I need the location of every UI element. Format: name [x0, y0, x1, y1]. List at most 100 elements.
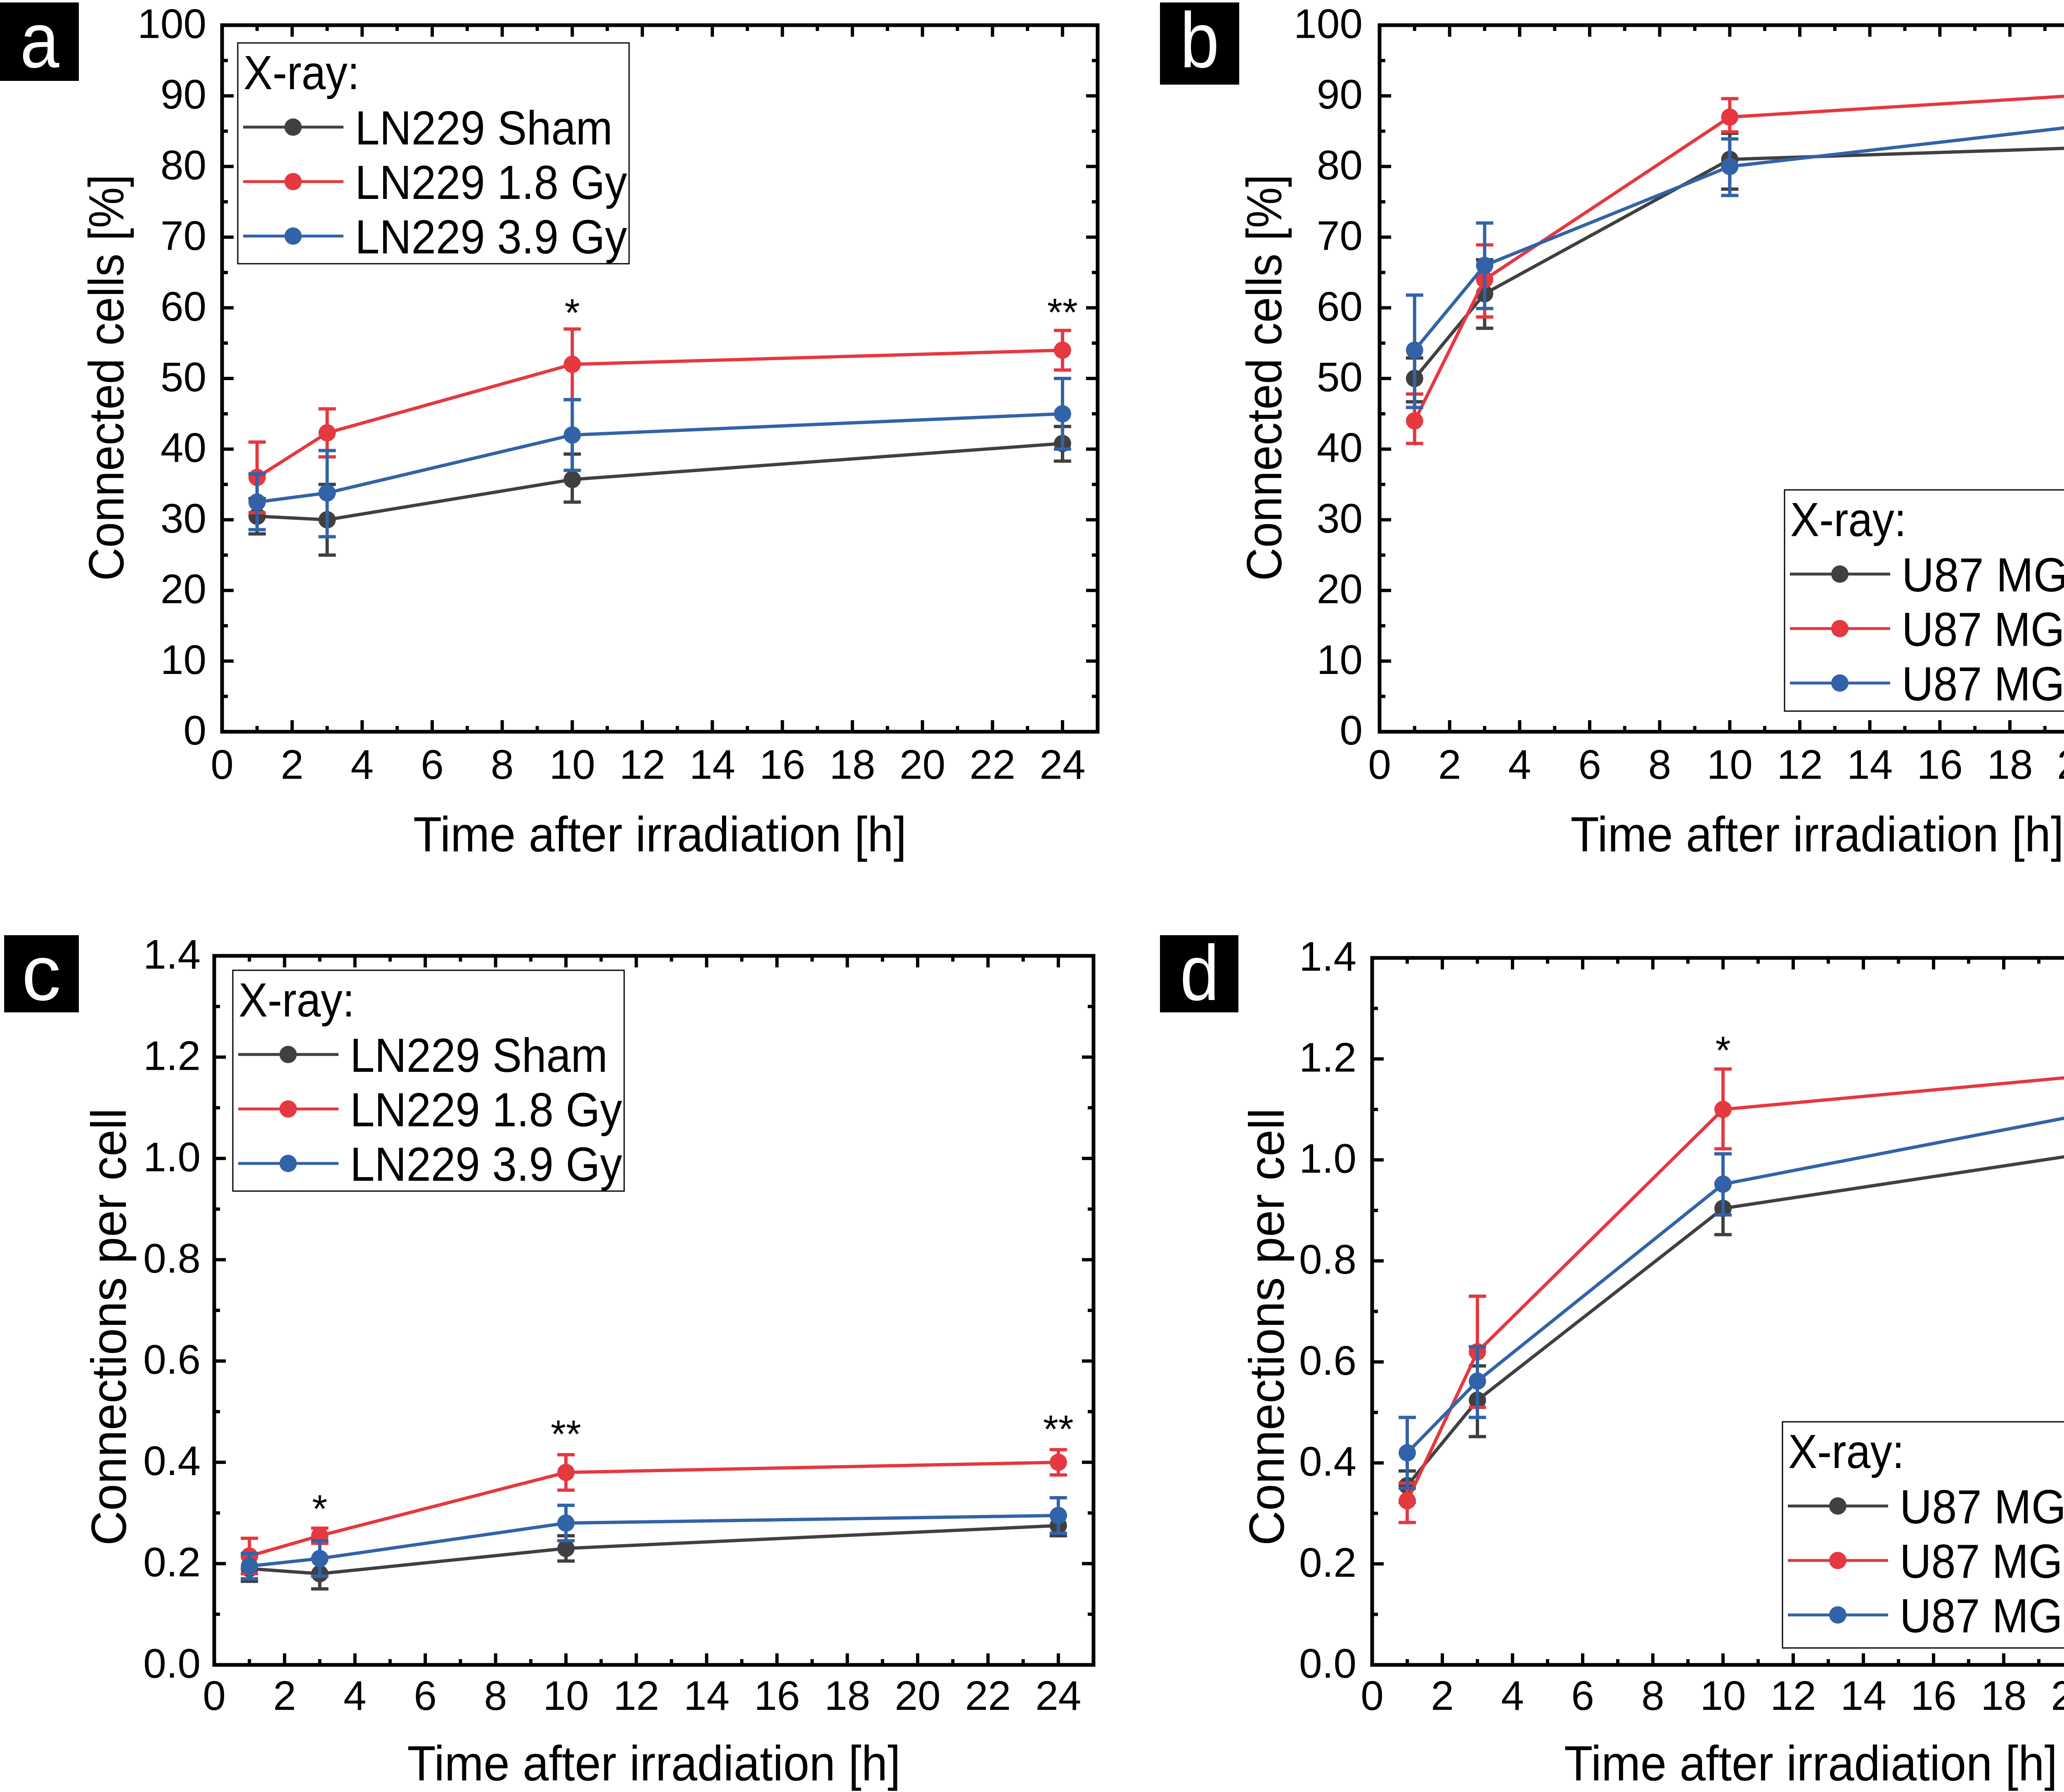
svg-text:1.0: 1.0: [1299, 1135, 1356, 1182]
svg-text:0.2: 0.2: [143, 1539, 201, 1586]
svg-text:90: 90: [1317, 71, 1363, 118]
svg-text:2: 2: [281, 742, 304, 788]
svg-text:0.8: 0.8: [1299, 1236, 1356, 1283]
svg-text:50: 50: [161, 354, 206, 400]
svg-text:8: 8: [1648, 742, 1671, 788]
svg-text:U87 MG Sham: U87 MG Sham: [1902, 548, 2064, 602]
svg-text:0: 0: [203, 1673, 226, 1719]
svg-text:1.0: 1.0: [143, 1134, 201, 1180]
svg-text:LN229 3.9 Gy: LN229 3.9 Gy: [350, 1137, 622, 1191]
svg-text:20: 20: [2057, 742, 2064, 788]
svg-text:*: *: [1716, 1028, 1731, 1072]
svg-text:60: 60: [1317, 284, 1363, 330]
svg-text:14: 14: [1840, 1673, 1886, 1719]
svg-text:0.0: 0.0: [1299, 1641, 1356, 1687]
svg-text:LN229 Sham: LN229 Sham: [355, 101, 613, 155]
svg-text:Connected cells [%]: Connected cells [%]: [1237, 175, 1292, 581]
svg-text:X-ray:: X-ray:: [1790, 493, 1906, 546]
svg-text:14: 14: [1847, 742, 1893, 788]
svg-text:10: 10: [161, 637, 206, 683]
svg-text:60: 60: [161, 284, 206, 330]
svg-text:U87 MG 3.9 Gy: U87 MG 3.9 Gy: [1900, 1589, 2064, 1643]
svg-text:Connections per cell: Connections per cell: [81, 1108, 137, 1546]
svg-text:6: 6: [421, 742, 444, 788]
svg-text:b: b: [1180, 0, 1219, 84]
svg-text:16: 16: [1917, 742, 1963, 788]
svg-text:18: 18: [829, 742, 875, 788]
svg-text:10: 10: [543, 1673, 589, 1719]
svg-text:4: 4: [343, 1673, 367, 1719]
svg-text:2: 2: [273, 1673, 296, 1719]
svg-text:Time after irradiation [h]: Time after irradiation [h]: [1571, 807, 2064, 862]
svg-text:Time after irradiation [h]: Time after irradiation [h]: [413, 807, 907, 862]
svg-text:70: 70: [1317, 213, 1363, 259]
svg-text:40: 40: [1317, 425, 1363, 471]
svg-text:Connected cells [%]: Connected cells [%]: [79, 175, 134, 581]
svg-text:100: 100: [1294, 1, 1363, 47]
svg-text:6: 6: [414, 1673, 437, 1719]
svg-text:LN229 Sham: LN229 Sham: [350, 1028, 608, 1082]
svg-text:Time after irradiation [h]: Time after irradiation [h]: [407, 1736, 901, 1791]
svg-text:14: 14: [684, 1673, 729, 1719]
svg-text:16: 16: [760, 742, 805, 788]
svg-text:**: **: [551, 1412, 581, 1456]
svg-text:24: 24: [1035, 1673, 1081, 1719]
svg-text:LN229 1.8 Gy: LN229 1.8 Gy: [350, 1083, 622, 1137]
svg-text:8: 8: [491, 742, 514, 788]
svg-text:80: 80: [1317, 142, 1363, 188]
svg-text:0.0: 0.0: [143, 1641, 201, 1687]
svg-text:0.4: 0.4: [143, 1438, 201, 1484]
svg-text:8: 8: [484, 1673, 507, 1719]
svg-text:**: **: [1047, 291, 1078, 334]
svg-text:X-ray:: X-ray:: [1788, 1425, 1904, 1478]
svg-text:20: 20: [1317, 566, 1363, 612]
svg-text:0.8: 0.8: [143, 1235, 201, 1281]
svg-text:14: 14: [689, 742, 735, 788]
svg-text:U87 MG 3.9 Gy: U87 MG 3.9 Gy: [1902, 657, 2064, 711]
svg-text:4: 4: [350, 742, 374, 788]
svg-text:0: 0: [1361, 1673, 1384, 1719]
svg-text:40: 40: [161, 425, 206, 471]
svg-text:0.2: 0.2: [1299, 1539, 1356, 1586]
svg-text:0: 0: [1340, 707, 1363, 754]
svg-text:0: 0: [183, 707, 206, 754]
svg-text:18: 18: [824, 1673, 870, 1719]
svg-text:0: 0: [1368, 742, 1391, 788]
svg-text:24: 24: [1039, 742, 1085, 788]
svg-text:X-ray:: X-ray:: [239, 973, 355, 1027]
svg-text:12: 12: [1777, 742, 1823, 788]
svg-text:6: 6: [1571, 1673, 1594, 1719]
svg-text:18: 18: [1987, 742, 2033, 788]
svg-text:12: 12: [619, 742, 665, 788]
svg-text:4: 4: [1508, 742, 1531, 788]
svg-text:6: 6: [1578, 742, 1601, 788]
svg-text:12: 12: [613, 1673, 659, 1719]
svg-text:20: 20: [899, 742, 945, 788]
svg-text:100: 100: [137, 1, 206, 47]
svg-text:c: c: [22, 929, 61, 1017]
svg-text:U87 MG 1.8 Gy: U87 MG 1.8 Gy: [1900, 1534, 2064, 1588]
svg-text:30: 30: [161, 495, 206, 541]
svg-text:30: 30: [1317, 495, 1363, 541]
svg-text:12: 12: [1770, 1673, 1816, 1719]
svg-text:50: 50: [1317, 354, 1363, 400]
svg-text:1.4: 1.4: [1299, 934, 1356, 980]
svg-text:90: 90: [161, 71, 206, 118]
svg-text:70: 70: [161, 213, 206, 259]
svg-text:1.2: 1.2: [1299, 1035, 1356, 1081]
svg-text:10: 10: [549, 742, 595, 788]
svg-text:16: 16: [1910, 1673, 1956, 1719]
svg-text:LN229 3.9 Gy: LN229 3.9 Gy: [355, 210, 627, 264]
svg-text:**: **: [1043, 1407, 1074, 1451]
svg-text:10: 10: [1700, 1673, 1746, 1719]
svg-text:2: 2: [1438, 742, 1461, 788]
svg-text:LN229 1.8 Gy: LN229 1.8 Gy: [355, 156, 627, 209]
svg-text:10: 10: [1707, 742, 1753, 788]
svg-text:20: 20: [2051, 1673, 2064, 1719]
svg-text:0.4: 0.4: [1299, 1439, 1356, 1485]
svg-text:20: 20: [895, 1673, 940, 1719]
svg-text:20: 20: [161, 566, 206, 612]
svg-text:22: 22: [970, 742, 1015, 788]
svg-text:Connections per cell: Connections per cell: [1239, 1108, 1295, 1546]
svg-text:1.2: 1.2: [143, 1033, 201, 1079]
